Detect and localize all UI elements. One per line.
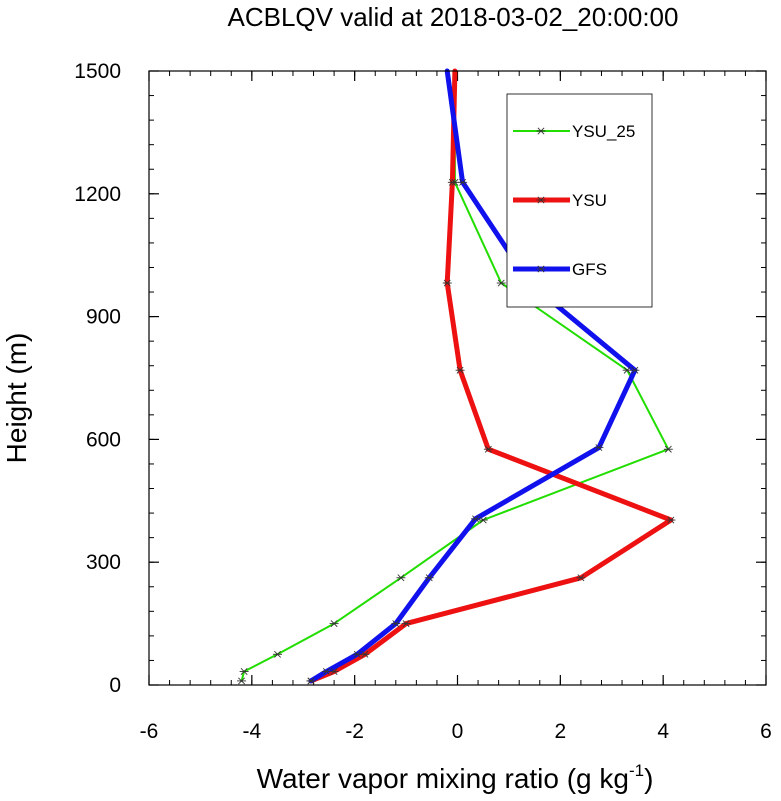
- data-point-ysu-25: [663, 445, 673, 453]
- y-tick-label: 0: [109, 674, 121, 697]
- marker-stroke: [631, 366, 639, 374]
- y-tick-labels: 0 300 600 900 1200 1500: [74, 60, 121, 697]
- marker-stroke: [472, 515, 479, 523]
- marker-stroke: [397, 574, 405, 582]
- x-tick-label: 0: [452, 720, 464, 743]
- data-point-gfs: [321, 668, 331, 675]
- y-tick-label: 1500: [74, 60, 121, 83]
- marker-stroke: [667, 516, 675, 524]
- x-axis-title: Water vapor mixing ratio (g kg-1): [257, 761, 654, 794]
- data-point-ysu-25: [496, 279, 506, 287]
- marker-stroke: [425, 574, 433, 582]
- marker-stroke: [459, 178, 467, 186]
- y-axis-title: Height (m): [1, 333, 32, 464]
- data-point-ysu: [666, 516, 676, 524]
- marker-stroke: [330, 668, 338, 675]
- marker-stroke: [623, 366, 631, 374]
- marker-stroke: [307, 677, 315, 685]
- marker-stroke: [484, 445, 492, 453]
- data-point-gfs: [594, 444, 604, 452]
- marker-stroke: [456, 366, 464, 374]
- x-tick-label: 6: [760, 720, 772, 743]
- x-axis-title-unit-sup: -1: [629, 761, 644, 780]
- legend-label-gfs: GFS: [572, 260, 607, 279]
- data-point-ysu: [401, 620, 411, 628]
- data-point-ysu: [483, 445, 493, 453]
- data-point-ysu: [455, 366, 465, 374]
- marker-stroke: [664, 445, 672, 453]
- data-point-gfs: [458, 178, 468, 186]
- data-point-gfs: [470, 515, 480, 523]
- data-point-ysu-25: [329, 620, 339, 628]
- data-point-ysu: [442, 279, 452, 287]
- x-tick-label: -2: [345, 720, 364, 743]
- marker-stroke: [402, 620, 410, 628]
- marker-stroke: [537, 265, 545, 273]
- data-point-gfs: [352, 650, 362, 658]
- marker-stroke: [537, 196, 545, 204]
- legend-label-ysu: YSU: [572, 191, 607, 210]
- marker-stroke: [479, 516, 487, 524]
- marker-stroke: [240, 668, 248, 675]
- data-point-gfs: [424, 574, 434, 582]
- marker-stroke: [497, 279, 505, 287]
- y-tick-label: 900: [86, 306, 121, 329]
- marker-stroke: [238, 677, 246, 685]
- x-tick-label: -6: [140, 720, 159, 743]
- marker-stroke: [274, 650, 282, 658]
- legend-marker-ysu: [536, 196, 546, 204]
- y-tick-label: 600: [86, 428, 121, 451]
- marker-stroke: [443, 279, 451, 287]
- x-tick-label: 2: [554, 720, 566, 743]
- legend-marker-ysu-25: [536, 127, 546, 135]
- marker-stroke: [448, 178, 456, 186]
- x-tick-labels: -6 -4 -2 0 2 4 6: [140, 720, 772, 743]
- data-point-ysu-25: [239, 668, 249, 675]
- data-point-gfs: [630, 366, 640, 374]
- marker-stroke: [392, 620, 400, 628]
- x-tick-label: -4: [242, 720, 261, 743]
- marker-stroke: [577, 574, 585, 582]
- x-axis-title-close: ): [644, 763, 653, 794]
- marker-stroke: [322, 668, 330, 675]
- marker-stroke: [537, 127, 545, 135]
- y-tick-label: 1200: [74, 183, 121, 206]
- marker-stroke: [595, 444, 603, 452]
- x-tick-label: 4: [657, 720, 669, 743]
- y-tick-label: 300: [86, 551, 121, 574]
- data-point-ysu-25: [237, 677, 247, 685]
- marker-stroke: [353, 650, 361, 658]
- legend-marker-gfs: [536, 265, 546, 273]
- data-point-gfs: [391, 620, 401, 628]
- plot-markers: [237, 178, 676, 685]
- plot-frame: [148, 70, 767, 686]
- data-point-ysu-25: [273, 650, 283, 658]
- legend: YSU_25 YSU GFS: [506, 93, 653, 308]
- data-point-ysu-25: [478, 516, 488, 524]
- data-point-ysu: [576, 574, 586, 582]
- data-point-ysu: [329, 668, 339, 675]
- x-axis-title-main: Water vapor mixing ratio (g kg: [257, 763, 629, 794]
- chart-title: ACBLQV valid at 2018-03-02_20:00:00: [228, 2, 679, 32]
- data-point-gfs: [306, 677, 316, 685]
- data-point-ysu-25: [396, 574, 406, 582]
- data-point-ysu: [360, 650, 370, 658]
- marker-stroke: [330, 620, 338, 628]
- legend-label-ysu-25: YSU_25: [572, 122, 635, 141]
- marker-stroke: [361, 650, 369, 658]
- data-point-ysu-25: [622, 366, 632, 374]
- data-point-ysu: [447, 178, 457, 186]
